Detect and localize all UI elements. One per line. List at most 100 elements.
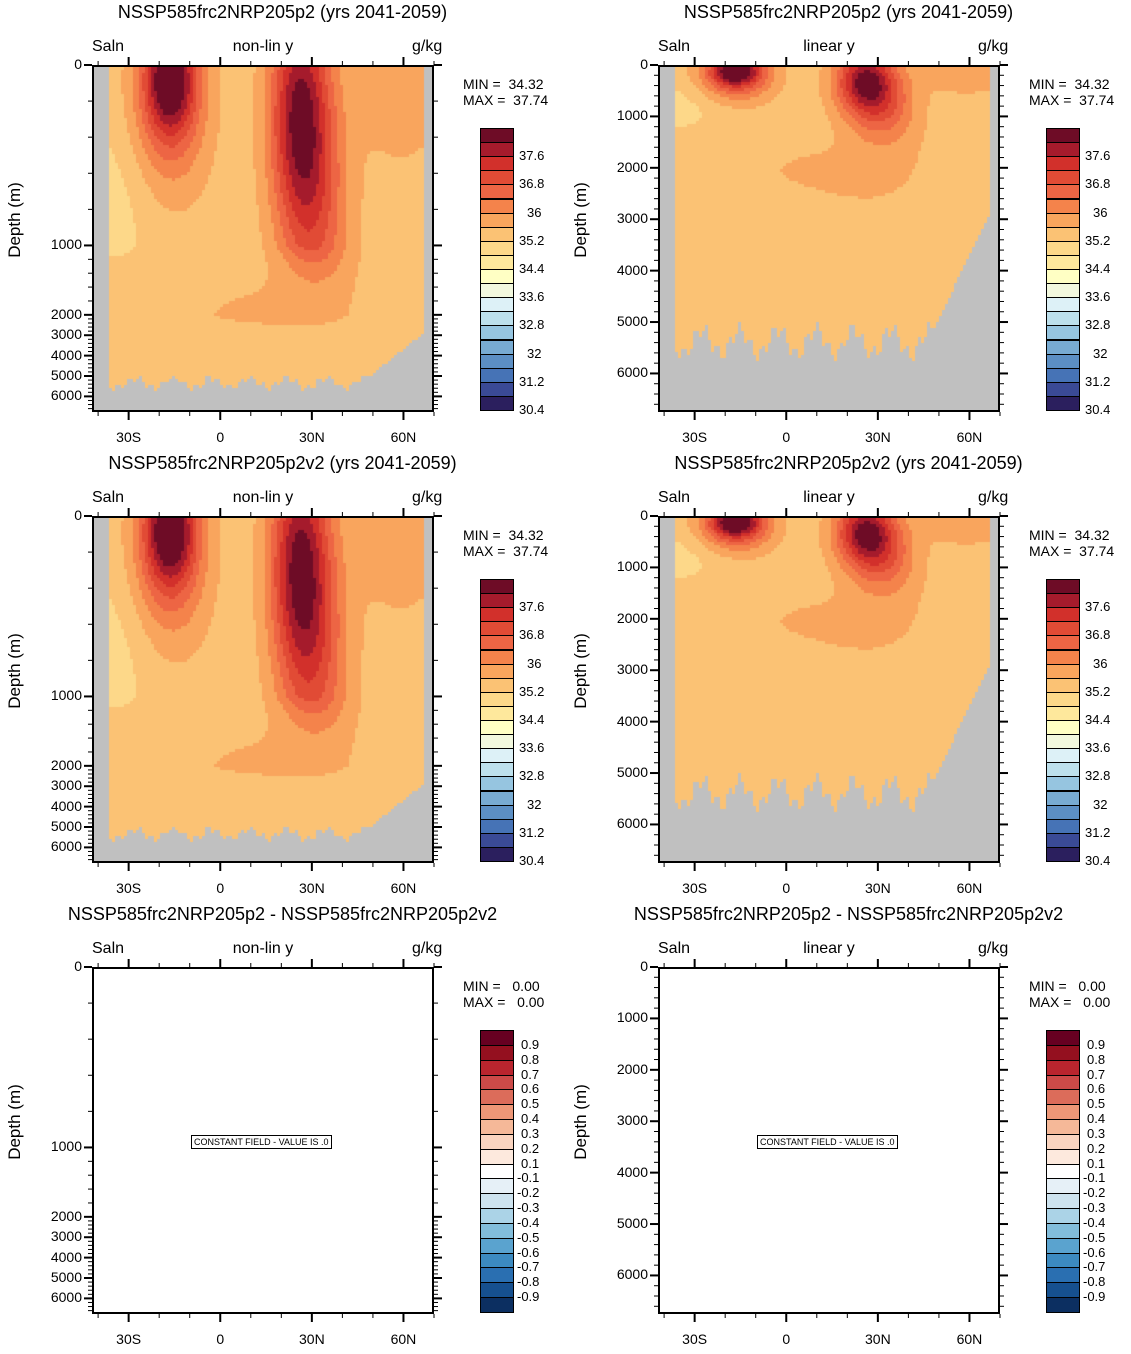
- plot-panel: NSSP585frc2NRP205p2v2 (yrs 2041-2059) Sa…: [0, 451, 565, 902]
- colorbar: [480, 128, 514, 411]
- colorbar-swatch: [1046, 748, 1080, 764]
- colorbar-label: 36.8: [519, 176, 545, 192]
- colorbar-swatch: [1046, 1104, 1080, 1121]
- x-tick-label: 60N: [390, 1331, 417, 1347]
- y-scale-label: non-lin y: [232, 940, 294, 957]
- colorbar-swatch: [1046, 1163, 1080, 1180]
- colorbar-swatch: [480, 1282, 514, 1299]
- colorbar-label: 30.4: [519, 402, 545, 417]
- y-tick-label: 1000: [616, 558, 648, 575]
- y-tick-label: 6000: [50, 838, 82, 855]
- colorbar-swatch: [1046, 226, 1080, 242]
- colorbar-label: 37.6: [1085, 148, 1111, 164]
- min-value: MIN = 34.32: [463, 76, 544, 92]
- colorbar-swatch: [1046, 621, 1080, 637]
- y-tick-label: 5000: [616, 1215, 648, 1232]
- colorbar-swatch: [480, 776, 514, 792]
- plot-area: [92, 516, 434, 863]
- colorbar-swatch: [480, 1089, 514, 1106]
- colorbar-label: 35.2: [519, 683, 545, 699]
- colorbar-label: 32: [1093, 796, 1108, 812]
- colorbar-label: -0.5: [517, 1229, 540, 1245]
- colorbar-swatch: [1046, 254, 1080, 270]
- max-value: MAX = 0.00: [1029, 994, 1111, 1010]
- colorbar-swatch: [480, 1148, 514, 1165]
- contour-field: [660, 518, 998, 861]
- colorbar-swatch: [480, 677, 514, 693]
- colorbar-swatch: [480, 1044, 514, 1061]
- colorbar-label: -0.3: [1083, 1200, 1106, 1216]
- max-value: MAX = 37.74: [1029, 543, 1115, 559]
- colorbar-label: 32.8: [1085, 768, 1111, 784]
- colorbar-label: 0.6: [521, 1081, 540, 1097]
- colorbar-label: 32: [527, 345, 542, 361]
- contour-field: [660, 67, 998, 410]
- colorbar-swatch: [480, 663, 514, 679]
- colorbar-label: -0.9: [517, 1289, 540, 1305]
- colorbar-swatch: [1046, 1267, 1080, 1284]
- y-scale-label: linear y: [803, 940, 855, 957]
- colorbar-label: 32.8: [519, 317, 545, 333]
- x-tick-label: 0: [216, 880, 225, 896]
- colorbar-label: -0.5: [1083, 1229, 1106, 1245]
- plot-title: NSSP585frc2NRP205p2 - NSSP585frc2NRP205p…: [67, 904, 498, 924]
- colorbar-swatch: [480, 748, 514, 764]
- colorbar-swatch: [480, 283, 514, 299]
- colorbar-swatch: [480, 832, 514, 848]
- colorbar-swatch: [1046, 1089, 1080, 1106]
- colorbar-swatch: [480, 1074, 514, 1091]
- colorbar-label: 30.4: [1085, 402, 1111, 417]
- colorbar-swatch: [480, 198, 514, 214]
- colorbar-swatch: [1046, 156, 1080, 172]
- colorbar-swatch: [1046, 1030, 1080, 1046]
- colorbar-label: 30.4: [1085, 853, 1111, 868]
- colorbar-swatch: [480, 705, 514, 721]
- units-label: g/kg: [412, 489, 443, 506]
- colorbar-swatch: [1046, 1178, 1080, 1195]
- y-tick-label: 6000: [616, 1266, 648, 1283]
- colorbar-label: 0.2: [521, 1140, 540, 1156]
- colorbar-label: -0.7: [517, 1259, 540, 1275]
- colorbar: [480, 579, 514, 862]
- colorbar-label: 36.8: [519, 627, 545, 643]
- colorbar-swatch: [1046, 198, 1080, 214]
- y-tick-label: 3000: [616, 210, 648, 227]
- y-tick-label: 1000: [50, 1138, 82, 1155]
- x-tick-label: 30N: [865, 880, 891, 896]
- y-tick-label: 5000: [616, 764, 648, 781]
- constant-field-annotation: CONSTANT FIELD - VALUE IS .0: [757, 1135, 898, 1149]
- x-tick-label: 30S: [116, 1331, 142, 1347]
- colorbar-label: 34.4: [1085, 712, 1111, 727]
- colorbar-swatch: [480, 254, 514, 270]
- colorbar-swatch: [480, 1208, 514, 1224]
- colorbar-swatch: [1046, 1059, 1080, 1076]
- y-tick-label: 4000: [616, 261, 648, 278]
- colorbar-label: 0.1: [521, 1155, 540, 1171]
- colorbar-label: -0.6: [517, 1244, 540, 1260]
- colorbar-swatch: [1046, 720, 1080, 736]
- colorbar-swatch: [480, 1193, 514, 1210]
- y-scale-label: non-lin y: [232, 38, 294, 55]
- y-tick-label: 3000: [50, 777, 82, 794]
- colorbar-label: 0.5: [1087, 1096, 1106, 1112]
- colorbar-swatch: [1046, 283, 1080, 299]
- colorbar-swatch: [480, 381, 514, 397]
- units-label: g/kg: [978, 940, 1009, 957]
- colorbar-swatch: [1046, 1133, 1080, 1150]
- colorbar-label: 31.2: [519, 373, 545, 389]
- plot-panel: NSSP585frc2NRP205p2 (yrs 2041-2059) Saln…: [566, 0, 1131, 451]
- plot-panel: NSSP585frc2NRP205p2v2 (yrs 2041-2059) Sa…: [566, 451, 1131, 902]
- colorbar-swatch: [1046, 579, 1080, 595]
- y-tick-label: 3000: [616, 661, 648, 678]
- colorbar-label: 31.2: [1085, 824, 1111, 840]
- colorbar-swatch: [1046, 311, 1080, 327]
- variable-label: Saln: [92, 489, 125, 506]
- colorbar-label: 37.6: [519, 148, 545, 164]
- colorbar-label: 0.3: [1087, 1125, 1106, 1141]
- y-tick-label: 3000: [50, 1228, 82, 1245]
- x-tick-label: 30S: [682, 880, 708, 896]
- colorbar: [480, 1030, 514, 1313]
- y-tick-label: 1000: [50, 687, 82, 704]
- colorbar-swatch: [480, 325, 514, 341]
- max-value: MAX = 37.74: [463, 92, 549, 108]
